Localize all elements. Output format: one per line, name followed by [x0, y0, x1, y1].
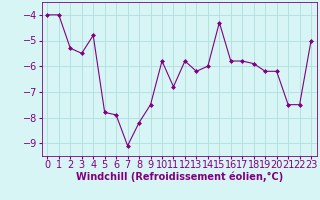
X-axis label: Windchill (Refroidissement éolien,°C): Windchill (Refroidissement éolien,°C): [76, 172, 283, 182]
